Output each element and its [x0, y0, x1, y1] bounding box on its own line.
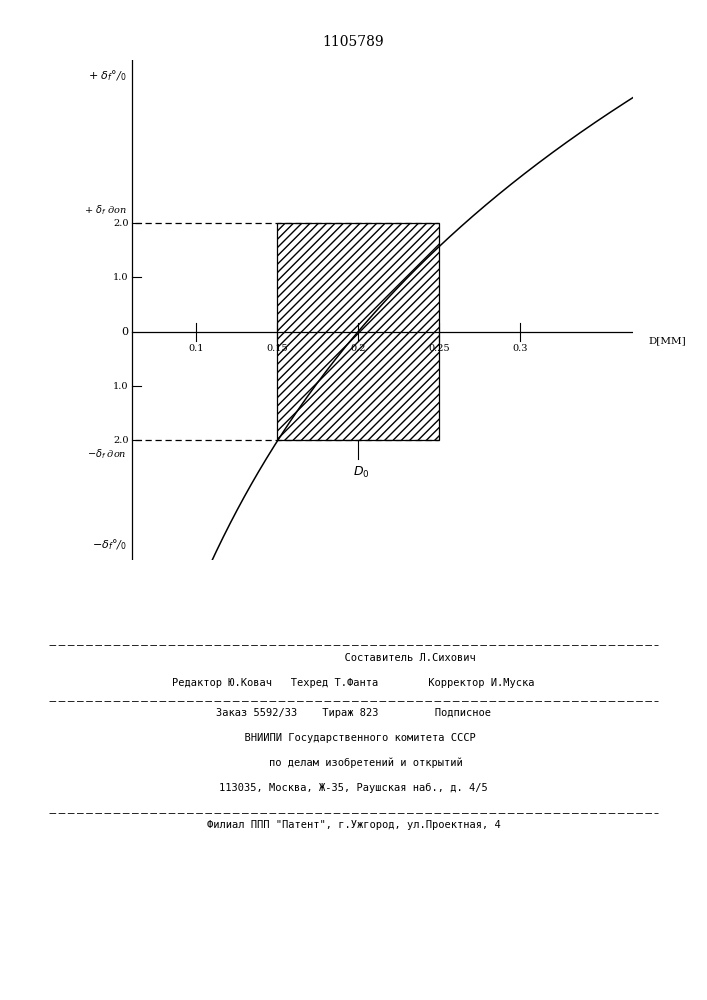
Text: $-\delta_f$°/$_0$: $-\delta_f$°/$_0$ [92, 537, 127, 552]
Text: 2.0: 2.0 [113, 436, 129, 445]
Text: Составитель Л.Сихович: Составитель Л.Сихович [232, 653, 475, 663]
Text: 1105789: 1105789 [322, 35, 385, 49]
Text: 1.0: 1.0 [113, 273, 129, 282]
Text: $-\delta_f$ доп: $-\delta_f$ доп [88, 447, 127, 461]
Text: 1.0: 1.0 [113, 382, 129, 391]
Text: 113035, Москва, Ж-35, Раушская наб., д. 4/5: 113035, Москва, Ж-35, Раушская наб., д. … [219, 783, 488, 793]
Text: $D_0$: $D_0$ [353, 465, 370, 480]
Text: + $\delta_f$ доп: + $\delta_f$ доп [84, 203, 127, 217]
Text: 0: 0 [122, 327, 129, 337]
Text: 2.0: 2.0 [113, 219, 129, 228]
Text: 0.25: 0.25 [428, 344, 450, 353]
Text: 0.15: 0.15 [267, 344, 288, 353]
Text: 0.2: 0.2 [350, 344, 366, 353]
Text: 0.1: 0.1 [189, 344, 204, 353]
Text: + $\delta_f$°/$_0$: + $\delta_f$°/$_0$ [88, 68, 127, 83]
Bar [277, 223, 439, 440]
Text: Филиал ППП "Патент", г.Ужгород, ул.Проектная, 4: Филиал ППП "Патент", г.Ужгород, ул.Проек… [206, 820, 501, 830]
Text: Редактор Ю.Ковач   Техред Т.Фанта        Корректор И.Муска: Редактор Ю.Ковач Техред Т.Фанта Корректо… [173, 678, 534, 688]
Text: Заказ 5592/33    Тираж 823         Подписное: Заказ 5592/33 Тираж 823 Подписное [216, 708, 491, 718]
Text: D[MM]: D[MM] [649, 336, 686, 345]
Text: 0.3: 0.3 [512, 344, 527, 353]
Text: ВНИИПИ Государственного комитета СССР: ВНИИПИ Государственного комитета СССР [232, 733, 475, 743]
Text: по делам изобретений и открытий: по делам изобретений и открытий [244, 758, 463, 769]
